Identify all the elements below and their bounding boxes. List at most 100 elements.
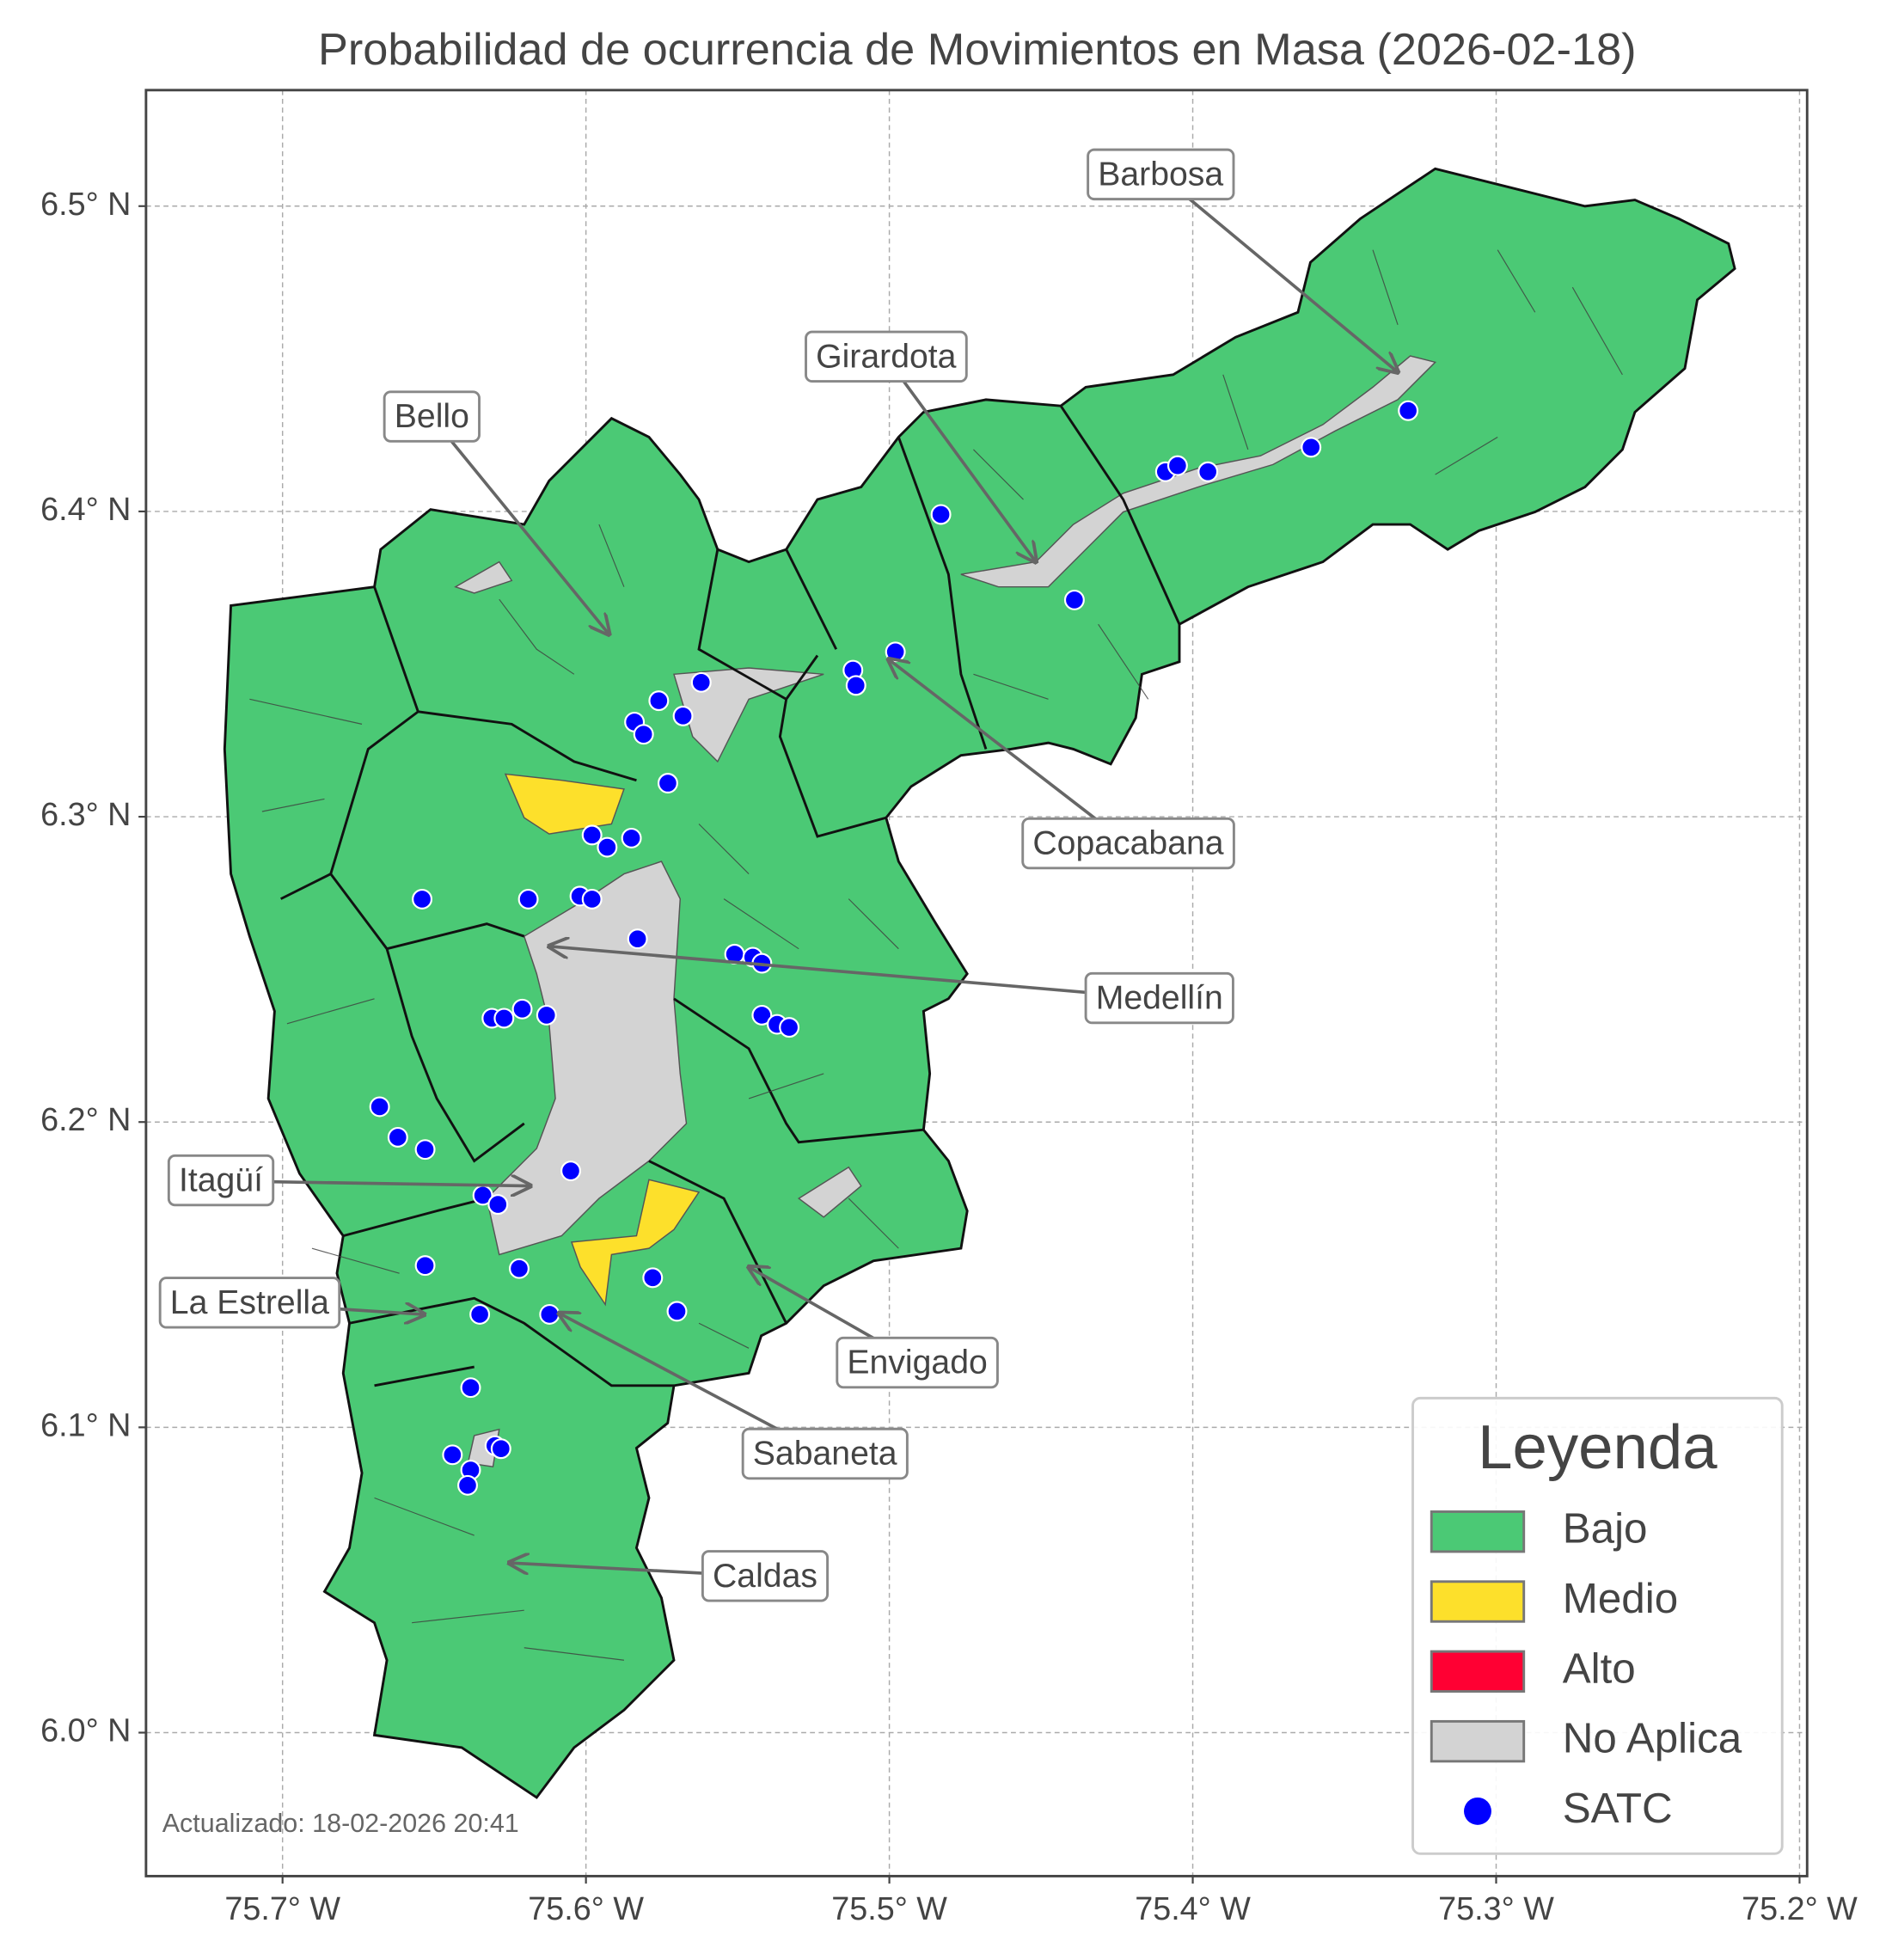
annotation-label: Sabaneta [753, 1436, 897, 1473]
satc-points [369, 400, 1419, 1496]
satc-point [581, 824, 603, 846]
satc-point [633, 724, 654, 745]
region-medio [570, 1179, 701, 1307]
satc-point [517, 888, 539, 910]
x-tick-label: 75.4° W [1135, 1890, 1251, 1926]
annotation-label: Girardota [816, 338, 957, 375]
satc-point [1301, 437, 1322, 458]
annotation-label: Medellín [1096, 980, 1223, 1017]
y-tick-label: 6.0° N [40, 1712, 131, 1748]
annotation-box [1084, 971, 1234, 1025]
x-tick-label: 75.2° W [1742, 1890, 1858, 1926]
satc-point [469, 1303, 491, 1325]
boundary [329, 873, 924, 1387]
satc-point [412, 888, 433, 910]
satc-point [1398, 400, 1419, 421]
annotation-box [383, 390, 481, 443]
annotation-arrow [885, 356, 1036, 562]
x-tick-label: 75.7° W [224, 1890, 340, 1926]
satc-point [1197, 461, 1219, 482]
satc-point [648, 690, 670, 712]
satc-point [657, 773, 678, 793]
annotation-label: Itagüí [179, 1162, 263, 1199]
satc-point [442, 1444, 463, 1466]
satc-point [930, 504, 952, 525]
satc-point [536, 1004, 557, 1026]
satc-point [779, 1017, 800, 1038]
satc-point [1166, 455, 1188, 476]
y-tick-label: 6.5° N [40, 186, 131, 222]
y-tick-label: 6.2° N [40, 1101, 131, 1137]
sub-boundary [249, 249, 1623, 1661]
satc-point [369, 1096, 390, 1118]
annotations: Barbosa Girardota Bello Copacabana Medellín I… [158, 148, 1398, 1602]
legend-swatch [1430, 1510, 1526, 1553]
annotation-arrow [430, 416, 609, 634]
satc-point [666, 1301, 688, 1322]
satc-point [493, 1008, 515, 1029]
annotation-label: Caldas [713, 1558, 817, 1595]
legend-label: Bajo [1563, 1505, 1648, 1553]
annotation-label: Envigado [847, 1344, 987, 1381]
annotation-label: Barbosa [1098, 156, 1223, 193]
annotation-box [1087, 148, 1235, 201]
y-tick-label: 6.1° N [40, 1406, 131, 1442]
map-frame [144, 89, 1809, 1877]
satc-point [1063, 589, 1085, 610]
annotation-label: Copacabana [1032, 825, 1223, 862]
legend-label: Medio [1563, 1575, 1678, 1622]
map-title: Probabilidad de ocurrencia de Movimiento… [318, 25, 1637, 75]
y-tick-label: 6.4° N [40, 491, 131, 527]
axes: 75.7° W 75.6° W 75.5° W 75.4° W 75.3° W 75.2°… [40, 186, 1858, 1926]
x-tick-label: 75.3° W [1438, 1890, 1554, 1926]
satc-point [414, 1255, 436, 1277]
footnote: Actualizado: 18-02-2026 20:41 [162, 1809, 519, 1838]
satc-point [511, 998, 533, 1020]
satc-point [490, 1438, 511, 1460]
legend-title: Leyenda [1478, 1412, 1717, 1482]
satc-point [845, 675, 866, 696]
satc-point [751, 1004, 773, 1026]
satc-point [460, 1377, 481, 1399]
x-tick-label: 75.6° W [528, 1890, 644, 1926]
satc-point [560, 1161, 581, 1182]
region-no-aplica [673, 667, 824, 763]
region-no-aplica [454, 560, 862, 1468]
legend-label: SATC [1563, 1785, 1673, 1832]
annotation-label: Bello [395, 398, 469, 435]
satc-point [457, 1474, 478, 1496]
satc-point [690, 671, 712, 693]
legend-marker [1464, 1797, 1491, 1825]
legend-label: No Aplica [1563, 1715, 1742, 1762]
region-no-aplica [486, 861, 688, 1256]
annotation-label: La Estrella [170, 1284, 329, 1321]
annotation-box [836, 1336, 999, 1389]
satc-point [539, 1303, 560, 1325]
annotation-arrow [889, 659, 1130, 846]
region-medio [504, 773, 625, 835]
satc-point [627, 928, 648, 950]
legend-label: Alto [1563, 1645, 1636, 1692]
satc-point [642, 1267, 664, 1289]
satc-point [414, 1139, 436, 1161]
annotation-box [741, 1427, 909, 1480]
legend: Leyenda Bajo Medio Alto No Aplica SATC [1411, 1396, 1784, 1855]
x-tick-label: 75.5° W [831, 1890, 947, 1926]
y-tick-label: 6.3° N [40, 796, 131, 832]
region-bajo [223, 167, 1736, 1799]
satc-point [487, 1194, 509, 1216]
legend-swatch [1430, 1650, 1526, 1694]
satc-point [387, 1126, 408, 1148]
satc-point [509, 1258, 530, 1279]
annotation-box [701, 1550, 830, 1602]
satc-point [581, 888, 603, 910]
legend-swatch [1430, 1719, 1526, 1763]
satc-point [597, 836, 618, 858]
annotation-arrow [1160, 174, 1398, 372]
annotation-box [158, 1277, 341, 1329]
satc-point [672, 705, 694, 726]
boundary [280, 405, 1181, 900]
annotation-box [1021, 817, 1235, 870]
satc-point [621, 827, 642, 848]
